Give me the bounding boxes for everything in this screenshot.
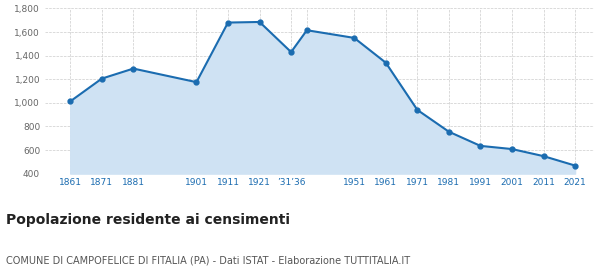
- Text: Popolazione residente ai censimenti: Popolazione residente ai censimenti: [6, 213, 290, 227]
- Text: COMUNE DI CAMPOFELICE DI FITALIA (PA) - Dati ISTAT - Elaborazione TUTTITALIA.IT: COMUNE DI CAMPOFELICE DI FITALIA (PA) - …: [6, 255, 410, 265]
